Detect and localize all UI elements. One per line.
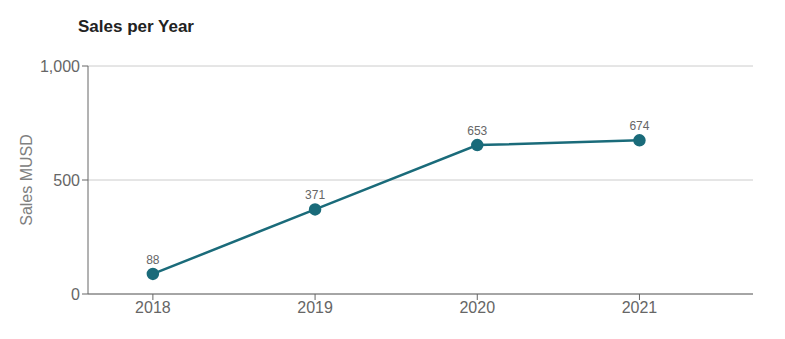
svg-text:500: 500 — [53, 172, 80, 189]
svg-text:1,000: 1,000 — [40, 58, 80, 75]
svg-text:0: 0 — [71, 286, 80, 303]
svg-text:653: 653 — [467, 124, 487, 138]
svg-text:88: 88 — [146, 253, 160, 267]
svg-text:2019: 2019 — [297, 299, 333, 316]
svg-text:2018: 2018 — [135, 299, 171, 316]
svg-text:2021: 2021 — [622, 299, 658, 316]
svg-text:371: 371 — [305, 188, 325, 202]
svg-text:2020: 2020 — [459, 299, 495, 316]
svg-text:674: 674 — [629, 119, 649, 133]
html-text:Sales per Year: Sales per Year — [78, 17, 194, 36]
svg-text:Sales MUSD: Sales MUSD — [18, 134, 35, 226]
